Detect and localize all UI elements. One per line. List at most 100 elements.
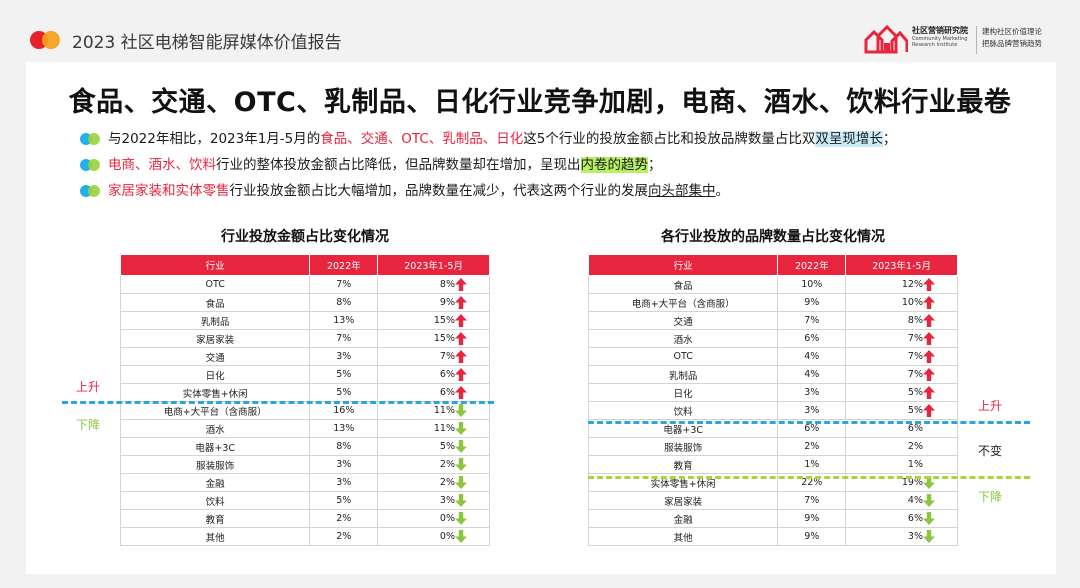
table-row: 电商+大平台（含商服） 9% 10%: [587, 293, 958, 312]
brand-slogan-line-1: 建构社区价值理论: [982, 27, 1042, 36]
bullet-list: 与2022年相比，2023年1月-5月的食品、交通、OTC、乳制品、日化这5个行…: [80, 128, 1040, 206]
table-2-header-industry: 行业: [587, 254, 779, 276]
brand-english-name: Community Marketing Research Institute: [912, 36, 968, 48]
table-2-up-label: 上升: [978, 399, 1003, 413]
value-2022-cell: 2%: [777, 437, 847, 456]
value-2022-cell: 5%: [309, 383, 379, 402]
bullet-1-text-mid: 这5个行业的投放金额占比和投放品牌数量占比双: [523, 131, 816, 147]
industry-cell: 交通: [119, 347, 311, 366]
bullet-item-1: 与2022年相比，2023年1月-5月的食品、交通、OTC、乳制品、日化这5个行…: [80, 128, 1040, 154]
industry-cell: 饮料: [119, 491, 311, 510]
table-2-down-label: 下降: [978, 490, 1003, 504]
value-2022-cell: 2%: [309, 527, 379, 546]
industry-cell: 其他: [587, 527, 779, 546]
table-row: 服装服饰 3% 2%: [119, 455, 490, 474]
value-2023-cell: 8%: [845, 311, 958, 330]
arrow-down-icon: [455, 422, 467, 435]
bullet-3-red-text: 家居家装和实体零售: [108, 183, 230, 199]
brand-slogan: 建构社区价值理论 把脉品牌营销趋势: [982, 26, 1042, 50]
value-2022-cell: 1%: [777, 455, 847, 474]
industry-cell: 家居家装: [119, 329, 311, 348]
houses-icon: [864, 24, 908, 54]
table-row: 金融 3% 2%: [119, 473, 490, 492]
value-2023-cell: 15%: [377, 329, 490, 348]
brand-count-share-table: 行业 2022年 2023年1-5月 食品 10% 12% 电商+大平台（含商服） 9%…: [587, 254, 958, 546]
table-row: 其他 9% 3%: [587, 527, 958, 546]
value-2023-cell: 11%: [377, 401, 490, 420]
arrow-up-icon: [455, 332, 467, 345]
table-row: 教育 2% 0%: [119, 509, 490, 528]
industry-cell: 酒水: [587, 329, 779, 348]
bullet-3-underline: 向头部集中: [648, 183, 716, 199]
industry-cell: 乳制品: [119, 311, 311, 330]
page-headline: 食品、交通、OTC、乳制品、日化行业竞争加剧，电商、酒水、饮料行业最卷: [68, 87, 1012, 118]
bullet-3-text-post: 。: [715, 183, 730, 199]
arrow-down-icon: [455, 458, 467, 471]
table-1-header-2023: 2023年1-5月: [377, 254, 490, 276]
table-2-header-2023: 2023年1-5月: [845, 254, 958, 276]
value-2023-cell: 5%: [377, 437, 490, 456]
industry-cell: 金融: [587, 509, 779, 528]
arrow-down-icon: [455, 476, 467, 489]
table-row: OTC 4% 7%: [587, 347, 958, 366]
table-2-header-2022: 2022年: [777, 254, 847, 276]
table-row: 家居家装 7% 4%: [587, 491, 958, 510]
industry-cell: 电商+大平台（含商服）: [587, 293, 779, 312]
arrow-up-icon: [923, 386, 935, 399]
table-2-same-down-divider: [588, 476, 1030, 479]
value-2023-cell: 6%: [377, 383, 490, 402]
arrow-down-icon: [455, 512, 467, 525]
industry-cell: 日化: [119, 365, 311, 384]
table-row: 乳制品 13% 15%: [119, 311, 490, 330]
industry-cell: 饮料: [587, 401, 779, 420]
value-2022-cell: 13%: [309, 311, 379, 330]
industry-cell: 交通: [587, 311, 779, 330]
arrow-up-icon: [455, 296, 467, 309]
table-row: 教育 1% 1%: [587, 455, 958, 474]
arrow-down-icon: [923, 512, 935, 525]
arrow-up-icon: [455, 278, 467, 291]
arrow-down-icon: [455, 530, 467, 543]
arrow-up-icon: [455, 314, 467, 327]
value-2022-cell: 7%: [777, 311, 847, 330]
table-row: 交通 7% 8%: [587, 311, 958, 330]
arrow-down-icon: [455, 494, 467, 507]
arrow-up-icon: [923, 332, 935, 345]
bullet-2-red-text: 电商、酒水、饮料: [108, 157, 216, 173]
industry-cell: 日化: [587, 383, 779, 402]
bullet-1-red-text: 食品、交通、OTC、乳制品、日化: [320, 131, 524, 147]
value-2023-cell: 12%: [845, 275, 958, 294]
value-2022-cell: 8%: [309, 293, 379, 312]
bullet-1-text-post: ；: [882, 131, 897, 147]
table-2-same-label: 不变: [978, 444, 1003, 458]
bullet-dot-icon: [80, 133, 102, 145]
table-1-down-label: 下降: [76, 418, 101, 432]
industry-cell: 其他: [119, 527, 311, 546]
value-2023-cell: 6%: [377, 365, 490, 384]
industry-cell: OTC: [587, 347, 779, 366]
table-2-title: 各行业投放的品牌数量占比变化情况: [661, 229, 885, 245]
value-2022-cell: 4%: [777, 347, 847, 366]
bullet-dot-icon: [80, 159, 102, 171]
table-row: 日化 5% 6%: [119, 365, 490, 384]
value-2022-cell: 13%: [309, 419, 379, 438]
arrow-up-icon: [923, 404, 935, 417]
bullet-2-highlight: 内卷的趋势: [580, 157, 648, 173]
industry-cell: OTC: [119, 275, 311, 294]
brand-name: 社区营销研究院: [912, 26, 968, 35]
value-2022-cell: 3%: [777, 383, 847, 402]
bullet-2-text-mid: 行业的整体投放金额占比降低，但品牌数量却在增加，呈现出: [216, 157, 581, 173]
value-2023-cell: 2%: [845, 437, 958, 456]
value-2023-cell: 11%: [377, 419, 490, 438]
value-2022-cell: 9%: [777, 293, 847, 312]
value-2023-cell: 0%: [377, 527, 490, 546]
value-2023-cell: 7%: [845, 365, 958, 384]
brand-logo: 社区营销研究院 Community Marketing Research Ins…: [864, 22, 1064, 58]
value-2023-cell: 7%: [377, 347, 490, 366]
bullet-1-text-pre: 与2022年相比，2023年1月-5月的: [108, 131, 321, 147]
industry-cell: 乳制品: [587, 365, 779, 384]
value-2023-cell: 4%: [845, 491, 958, 510]
value-2022-cell: 3%: [309, 473, 379, 492]
arrow-up-icon: [455, 350, 467, 363]
value-2022-cell: 4%: [777, 365, 847, 384]
